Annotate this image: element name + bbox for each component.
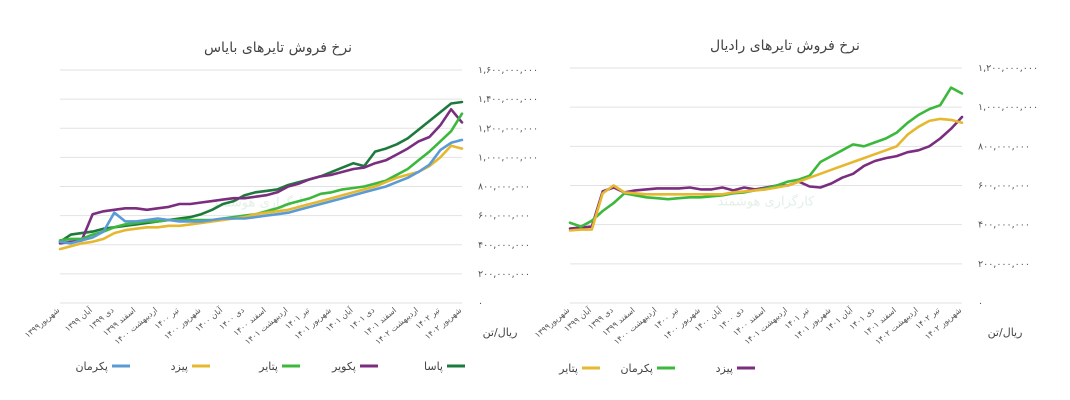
series-line	[58, 108, 464, 245]
legend-label: پکرمان	[75, 360, 108, 373]
legend-item: پتایر	[558, 362, 600, 375]
legend-item: پیزد	[716, 362, 755, 375]
y-tick-label: ۱,۲۰۰,۰۰۰,۰۰۰	[478, 123, 538, 134]
chart-title: نرخ فروش تایرهای بایاس	[204, 40, 352, 56]
watermark-text: کارگزاری هوشمند	[718, 194, 816, 210]
legend-label: پاسا	[424, 360, 443, 373]
legend-item: پاسا	[424, 360, 465, 373]
legend-item: پیزد	[171, 360, 210, 373]
legend-label: پکویر	[331, 360, 356, 373]
y-tick-label: ۱,۴۰۰,۰۰۰,۰۰۰	[478, 94, 538, 105]
series-line	[568, 117, 964, 232]
y-tick-label: ۶۰۰,۰۰۰,۰۰۰	[978, 181, 1030, 192]
y-tick-label: ۴۰۰,۰۰۰,۰۰۰	[478, 240, 530, 251]
y-tick-label: ۱,۶۰۰,۰۰۰,۰۰۰	[478, 65, 538, 76]
y-tick-label: ۸۰۰,۰۰۰,۰۰۰	[978, 141, 1030, 152]
y-tick-label: ۱,۰۰۰,۰۰۰,۰۰۰	[478, 152, 538, 163]
legend-label: پتایر	[258, 360, 278, 373]
y-tick-label: ۴۰۰,۰۰۰,۰۰۰	[978, 220, 1030, 231]
y-tick-label: ۸۰۰,۰۰۰,۰۰۰	[478, 182, 530, 193]
legend-label: پیزد	[171, 360, 188, 373]
y-tick-label: ۰	[478, 298, 483, 309]
series-line	[58, 144, 464, 251]
legend-item: پکویر	[331, 360, 378, 373]
legend-label: پکرمان	[620, 362, 653, 375]
chart-title: نرخ فروش تایرهای رادیال	[710, 38, 860, 54]
y-tick-label: ۲۰۰,۰۰۰,۰۰۰	[978, 259, 1030, 270]
series-line	[58, 138, 464, 245]
legend-item: پکرمان	[75, 360, 130, 373]
y-tick-label: ۱,۲۰۰,۰۰۰,۰۰۰	[978, 63, 1038, 74]
series-line	[568, 115, 964, 230]
y-axis-unit: ریال/تن	[483, 326, 518, 339]
y-tick-label: ۶۰۰,۰۰۰,۰۰۰	[478, 211, 530, 222]
legend-item: پتایر	[258, 360, 300, 373]
y-tick-label: ۱,۰۰۰,۰۰۰,۰۰۰	[978, 102, 1038, 113]
legend-label: پتایر	[558, 362, 578, 375]
legend-label: پیزد	[716, 362, 733, 375]
y-tick-label: ۲۰۰,۰۰۰,۰۰۰	[478, 269, 530, 280]
x-tick-label: شهریور۱۳۹۹	[23, 305, 61, 339]
legend-item: پکرمان	[620, 362, 675, 375]
series-line	[58, 100, 464, 244]
y-tick-label: ۰	[978, 298, 983, 309]
y-axis-unit: ریال/تن	[988, 326, 1023, 339]
chart-1: کارگزاری هوشمند نرخ فروش تایرهای رادیال ۰ ۲…	[533, 38, 1038, 375]
